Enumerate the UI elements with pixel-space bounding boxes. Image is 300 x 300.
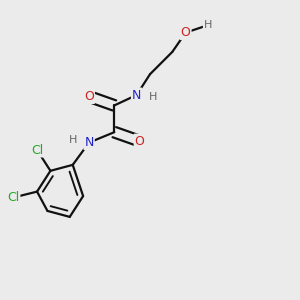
Text: O: O [135,135,145,148]
Text: O: O [181,26,190,39]
Text: O: O [84,90,94,103]
Text: H: H [68,135,77,145]
Text: Cl: Cl [7,191,20,204]
Text: H: H [204,20,212,30]
Text: N: N [132,88,141,101]
Text: N: N [84,136,94,149]
Text: H: H [149,92,157,102]
Text: Cl: Cl [31,143,43,157]
